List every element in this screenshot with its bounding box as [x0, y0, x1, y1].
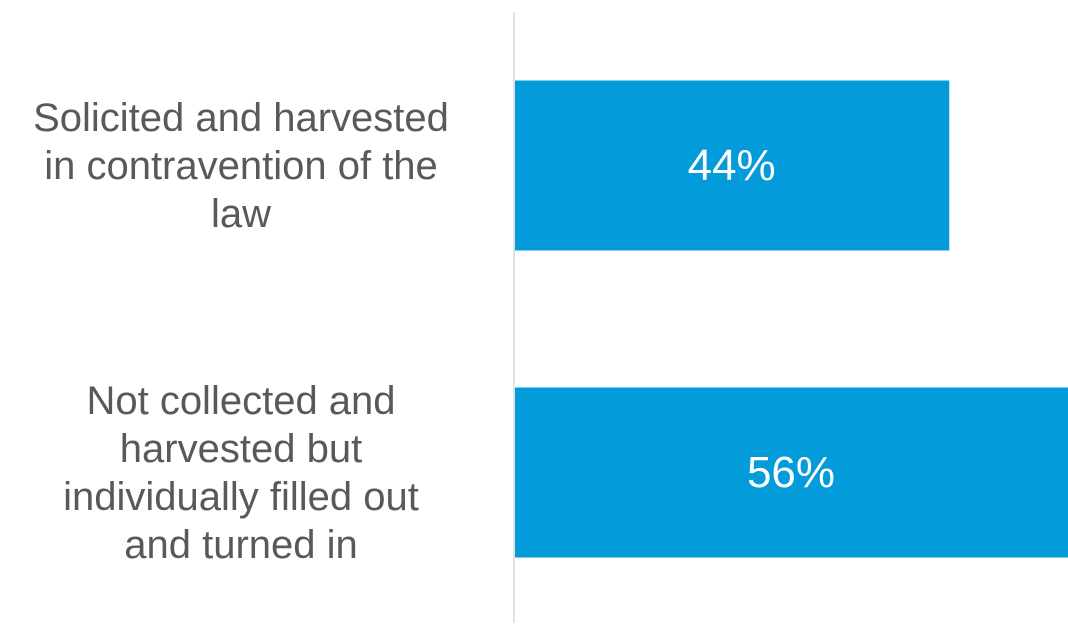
- category-label-line: and turned in: [124, 522, 358, 567]
- category-label-line: harvested but: [119, 426, 363, 471]
- data-label-2: 56%: [747, 448, 835, 497]
- data-label-1: 44%: [688, 141, 776, 190]
- category-label-line: law: [210, 191, 272, 236]
- category-label-line: individually filled out: [63, 474, 419, 519]
- category-label-line: Not collected and: [86, 378, 396, 423]
- bar-1: [515, 80, 950, 251]
- category-label-line: Solicited and harvested: [33, 95, 449, 140]
- category-label-1: Solicited and harvested in contravention …: [0, 94, 482, 238]
- bar-2: [515, 387, 1068, 558]
- category-label-2: Not collected and harvested but individual…: [0, 377, 482, 569]
- category-label-line: in contravention of the: [44, 143, 438, 188]
